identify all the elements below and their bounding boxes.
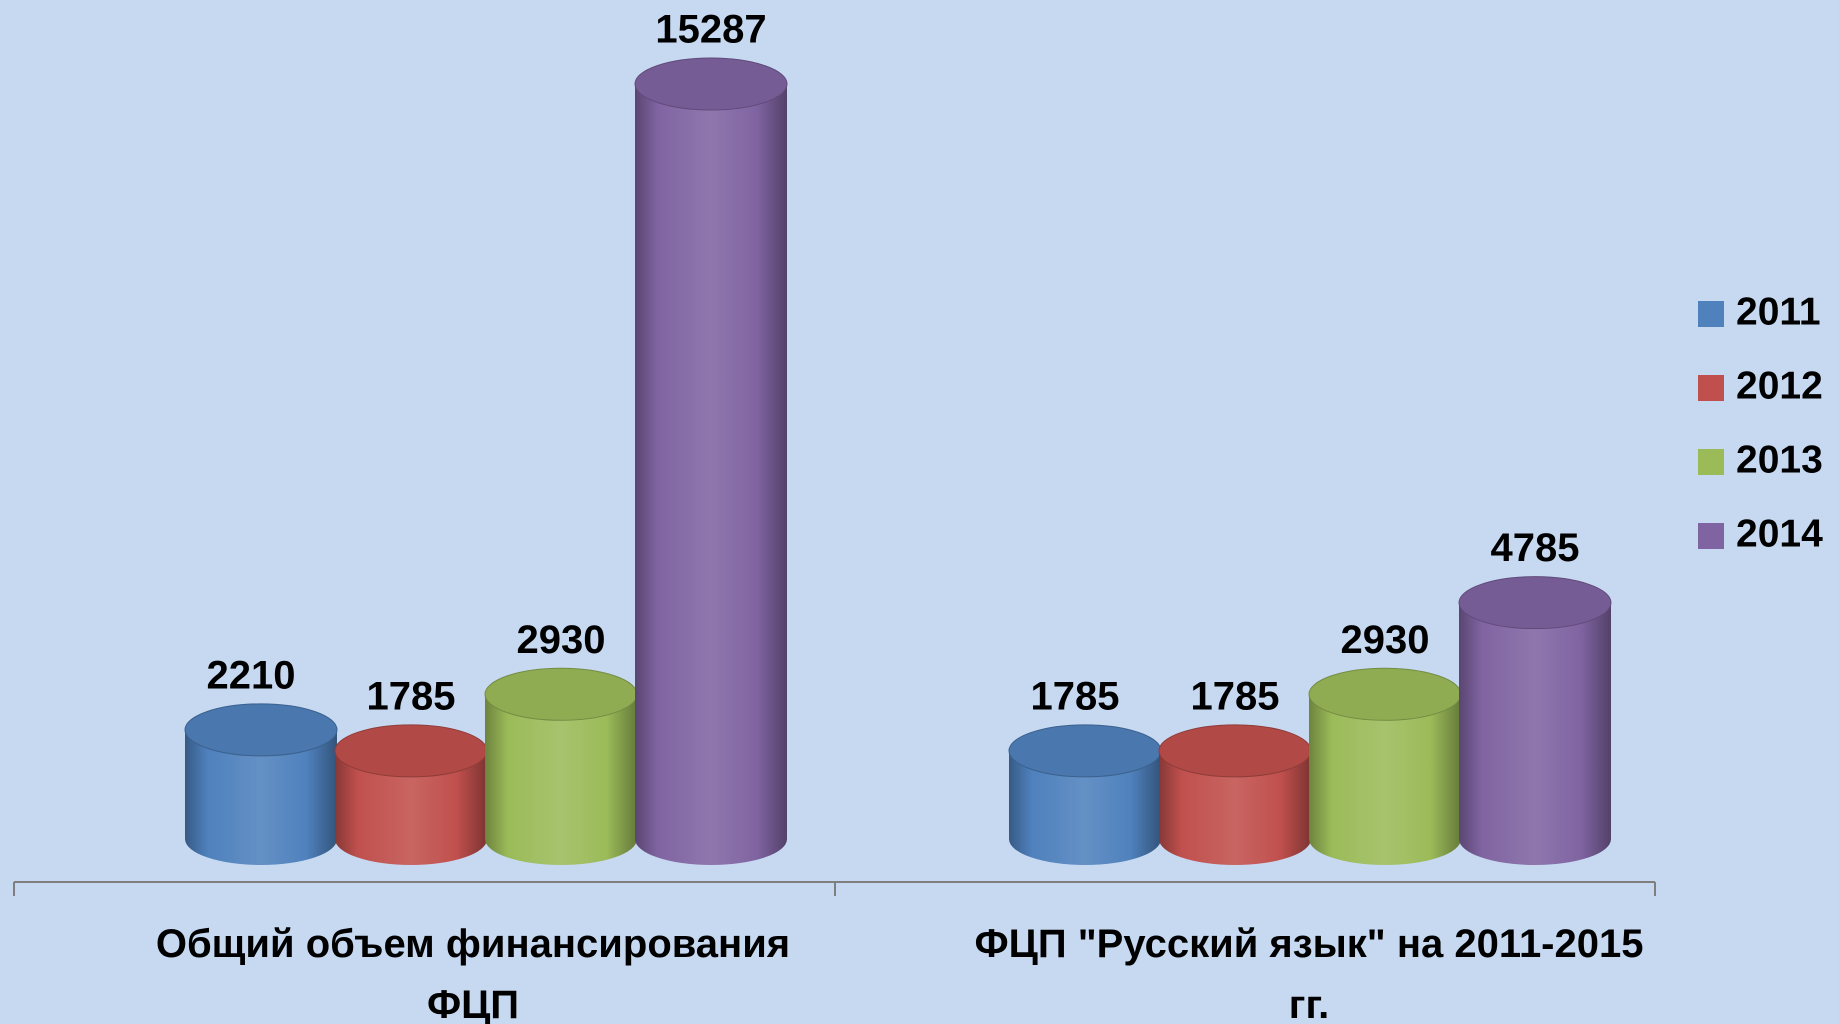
legend-label: 2012 (1736, 364, 1823, 407)
bar (334, 724, 488, 865)
data-label: 2930 (517, 618, 606, 662)
legend-label: 2014 (1736, 512, 1823, 555)
bar (484, 667, 638, 865)
bar-body (485, 668, 638, 865)
bar-body (1459, 576, 1611, 865)
bar-top (334, 724, 488, 778)
bar-body (1309, 668, 1461, 865)
bar (1008, 724, 1162, 865)
legend-swatch (1698, 449, 1724, 475)
data-label: 4785 (1491, 526, 1580, 570)
bar-top (1158, 724, 1312, 778)
data-label: 1785 (367, 674, 456, 718)
legend-label: 2013 (1736, 438, 1823, 481)
legend-swatch (1698, 523, 1724, 549)
bar-top (634, 57, 788, 111)
category-label: Общий объем финансирования ФЦП (155, 922, 791, 1024)
data-label: 2930 (1341, 618, 1430, 662)
bar-top (1308, 667, 1462, 721)
bar-body (635, 58, 787, 865)
bar (184, 703, 338, 865)
category-label: ФЦП "Русский язык" на 2011-2015 гг. (974, 922, 1644, 1024)
bar-top (1008, 724, 1162, 778)
data-label: 1785 (1031, 674, 1120, 718)
bar (634, 57, 788, 865)
legend-label: 2011 (1736, 290, 1821, 333)
bar (1458, 576, 1612, 865)
data-label: 2210 (207, 653, 296, 697)
data-label: 1785 (1191, 674, 1280, 718)
legend-swatch (1698, 301, 1724, 327)
bar (1308, 667, 1462, 865)
data-label: 15287 (655, 8, 766, 52)
bar-top (184, 703, 338, 757)
bar-top (484, 667, 638, 721)
legend-swatch (1698, 375, 1724, 401)
bar-top (1458, 576, 1612, 630)
bar (1158, 724, 1312, 865)
